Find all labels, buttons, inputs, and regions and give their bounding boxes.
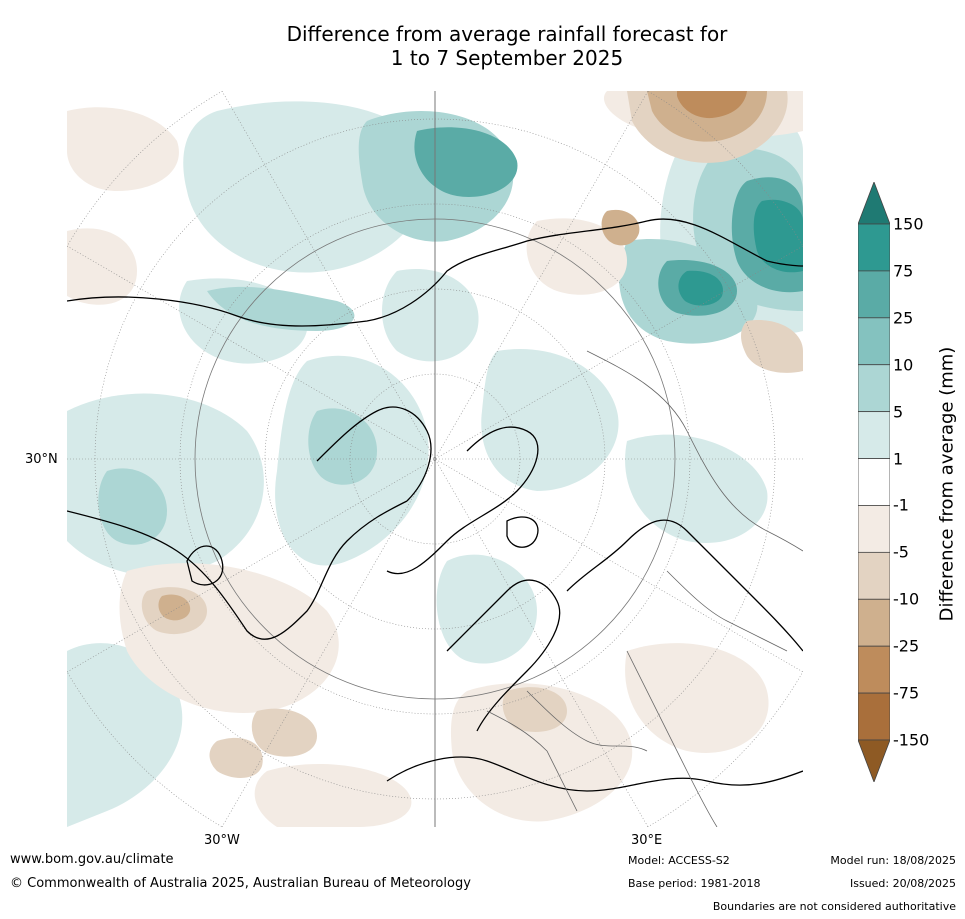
colorbar-swatch bbox=[858, 551, 890, 600]
colorbar-tick-label: -5 bbox=[893, 542, 909, 562]
colorbar-title: Difference from average (mm) bbox=[936, 346, 958, 622]
model-run-date: Model run: 18/08/2025 bbox=[830, 854, 956, 867]
colorbar-swatch bbox=[858, 411, 890, 459]
colorbar-tick-label: 25 bbox=[893, 308, 914, 328]
copyright-text: © Commonwealth of Australia 2025, Austra… bbox=[10, 876, 471, 891]
website-link[interactable]: www.bom.gov.au/climate bbox=[10, 852, 174, 867]
lon-label-30e: 30°E bbox=[631, 833, 663, 848]
colorbar-swatch bbox=[858, 645, 890, 694]
coastlines bbox=[67, 218, 803, 792]
colorbar bbox=[858, 182, 890, 782]
lat-label-30n: 30°N bbox=[25, 452, 58, 467]
colorbar-tick-label: -1 bbox=[893, 495, 909, 515]
model-name: Model: ACCESS-S2 bbox=[628, 854, 730, 867]
colorbar-swatch bbox=[858, 223, 890, 272]
colorbar-swatch bbox=[858, 317, 890, 366]
graticule bbox=[67, 91, 803, 827]
colorbar-tick-label: 1 bbox=[893, 449, 904, 469]
colorbar-extend-top bbox=[858, 182, 890, 225]
boundaries-disclaimer: Boundaries are not considered authoritat… bbox=[712, 900, 956, 913]
lon-label-30w: 30°W bbox=[204, 833, 240, 848]
colorbar-swatch bbox=[858, 458, 890, 506]
country-boundaries bbox=[486, 350, 803, 827]
colorbar-tick-label: 75 bbox=[893, 261, 914, 281]
base-period: Base period: 1981-2018 bbox=[628, 877, 761, 890]
colorbar-swatch bbox=[858, 364, 890, 413]
title-line-1: Difference from average rainfall forecas… bbox=[286, 22, 728, 46]
colorbar-tick-label: 10 bbox=[893, 355, 914, 375]
wet-anomaly-light bbox=[67, 101, 803, 827]
colorbar-swatch bbox=[858, 598, 890, 647]
colorbar-tick-label: -150 bbox=[893, 730, 930, 750]
rainfall-anomaly-map bbox=[67, 91, 803, 827]
colorbar-swatch bbox=[858, 270, 890, 319]
colorbar-tick-label: 5 bbox=[893, 402, 904, 422]
title-line-2: 1 to 7 September 2025 bbox=[390, 46, 624, 70]
issued-date: Issued: 20/08/2025 bbox=[849, 877, 956, 890]
wet-anomaly-very-strong bbox=[678, 199, 803, 306]
colorbar-tick-label: -10 bbox=[893, 589, 920, 609]
colorbar-tick-label: 150 bbox=[893, 214, 924, 234]
colorbar-tick-label: -75 bbox=[893, 683, 920, 703]
colorbar-swatch bbox=[858, 692, 890, 741]
colorbar-extend-bottom bbox=[858, 739, 890, 782]
chart-title: Difference from average rainfall forecas… bbox=[0, 22, 965, 70]
dry-anomaly-very-strong bbox=[677, 91, 747, 119]
colorbar-swatch bbox=[858, 505, 890, 553]
colorbar-tick-label: -25 bbox=[893, 636, 920, 656]
meridian-solid bbox=[194, 91, 676, 827]
